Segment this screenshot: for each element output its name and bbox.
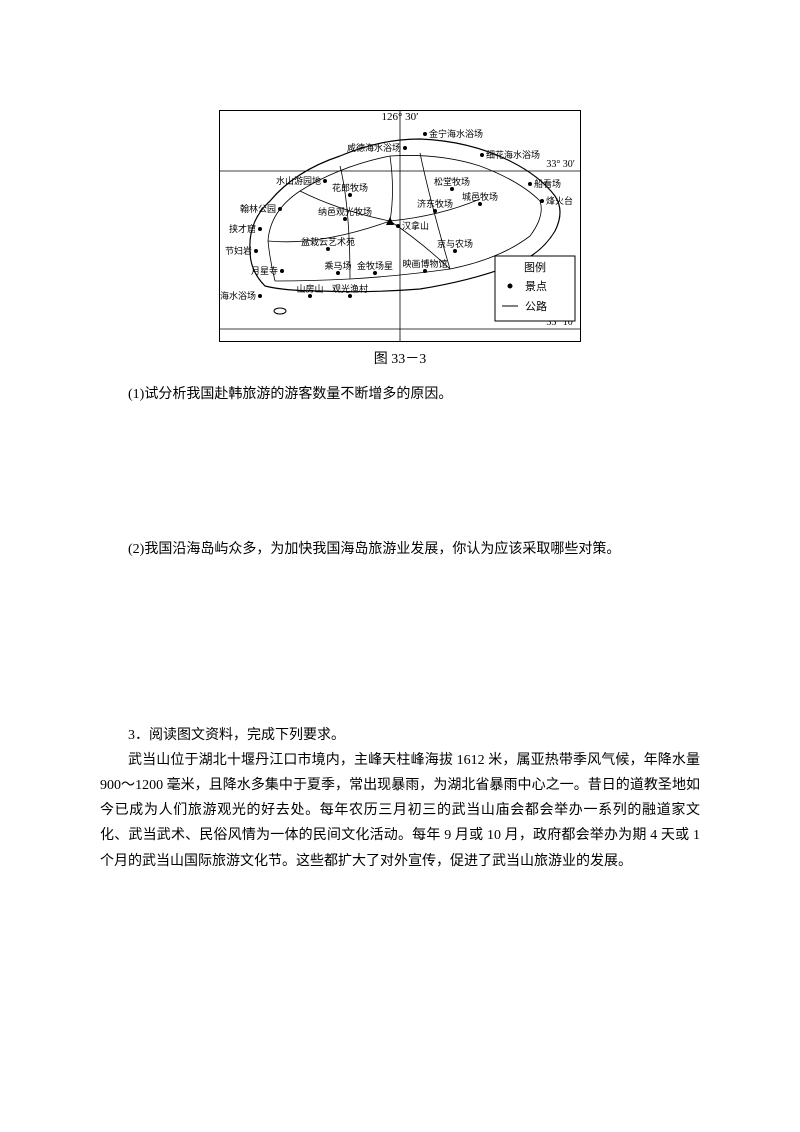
location-dot [396, 224, 400, 228]
small-island [274, 308, 286, 314]
legend-title: 图例 [524, 260, 546, 274]
figure-caption: 图 33－3 [100, 347, 700, 372]
location-label: 挟才窟 [229, 223, 256, 234]
location-label: 盆栽云艺术苑 [301, 236, 355, 247]
location-label: 烽火台 [546, 195, 573, 206]
location-dot [278, 207, 282, 211]
location-dot [403, 146, 407, 150]
lat-label-1: 33° 30′ [546, 159, 575, 170]
location-label: 松堂牧场 [434, 176, 470, 187]
legend-dot-label: 景点 [525, 280, 547, 293]
location-label: 水山游园地 [276, 175, 321, 186]
location-dot [453, 249, 457, 253]
location-label: 映画博物馆 [402, 258, 447, 269]
location-label: 济东牧场 [417, 198, 453, 209]
location-label: 大静海水浴场 [219, 290, 256, 301]
location-label: 翰林公园 [240, 203, 276, 214]
location-label: 汉拿山 [402, 220, 429, 231]
location-label: 船看场 [534, 178, 561, 189]
location-dot [423, 132, 427, 136]
legend-dot-icon [508, 284, 513, 289]
answer-space-2 [100, 563, 700, 723]
location-dot [528, 182, 532, 186]
location-label: 纳邑观光牧场 [318, 206, 372, 217]
location-dot [433, 209, 437, 213]
location-label: 节妇岩 [225, 245, 252, 256]
document-page: 126° 30′ 33° 30′ 33° 10′ 金宁海水浴场咸德海水浴场细花海… [0, 0, 800, 934]
location-label: 观光渔村 [332, 283, 368, 294]
road [390, 156, 393, 221]
legend: 图例 景点 公路 [495, 256, 575, 321]
island-map: 126° 30′ 33° 30′ 33° 10′ 金宁海水浴场咸德海水浴场细花海… [219, 110, 581, 342]
location-label: 花郎牧场 [332, 182, 368, 193]
location-dot [258, 227, 262, 231]
location-label: 咸德海水浴场 [347, 142, 401, 153]
passage-text: 武当山位于湖北十堰丹江口市境内，主峰天柱峰海拔 1612 米，属亚热带季风气候，… [100, 748, 700, 874]
location-dot [343, 217, 347, 221]
location-dot [423, 269, 427, 273]
question-1: (1)试分析我国赴韩旅游的游客数量不断增多的原因。 [100, 382, 700, 407]
question-3-header: 3．阅读图文资料，完成下列要求。 [100, 723, 700, 748]
location-dot [280, 269, 284, 273]
location-label: 城邑牧场 [462, 191, 498, 202]
location-dot [323, 179, 327, 183]
map-container: 126° 30′ 33° 30′ 33° 10′ 金宁海水浴场咸德海水浴场细花海… [100, 110, 700, 342]
legend-line-label: 公路 [525, 300, 547, 313]
longitude-label: 126° 30′ [381, 111, 418, 123]
location-dot [348, 193, 352, 197]
location-dot [308, 294, 312, 298]
location-label: 金宁海水浴场 [429, 128, 483, 139]
location-dot [450, 187, 454, 191]
answer-space-1 [100, 407, 700, 527]
location-dot [326, 247, 330, 251]
location-dot [373, 271, 377, 275]
location-dot [540, 199, 544, 203]
location-label: 乘马场 [324, 260, 351, 271]
location-label: 山房山 [296, 283, 323, 294]
location-label: 细花海水浴场 [486, 149, 540, 160]
location-label: 京与农场 [437, 238, 473, 249]
question-2: (2)我国沿海岛屿众多，为加快我国海岛旅游业发展，你认为应该采取哪些对策。 [100, 537, 700, 562]
location-dot [348, 294, 352, 298]
location-label: 金牧场星 [357, 260, 393, 271]
location-dot [478, 202, 482, 206]
location-dot [336, 271, 340, 275]
location-dot [480, 153, 484, 157]
location-label: 月星寺 [251, 266, 278, 276]
location-dot [258, 294, 262, 298]
location-dot [254, 249, 258, 253]
